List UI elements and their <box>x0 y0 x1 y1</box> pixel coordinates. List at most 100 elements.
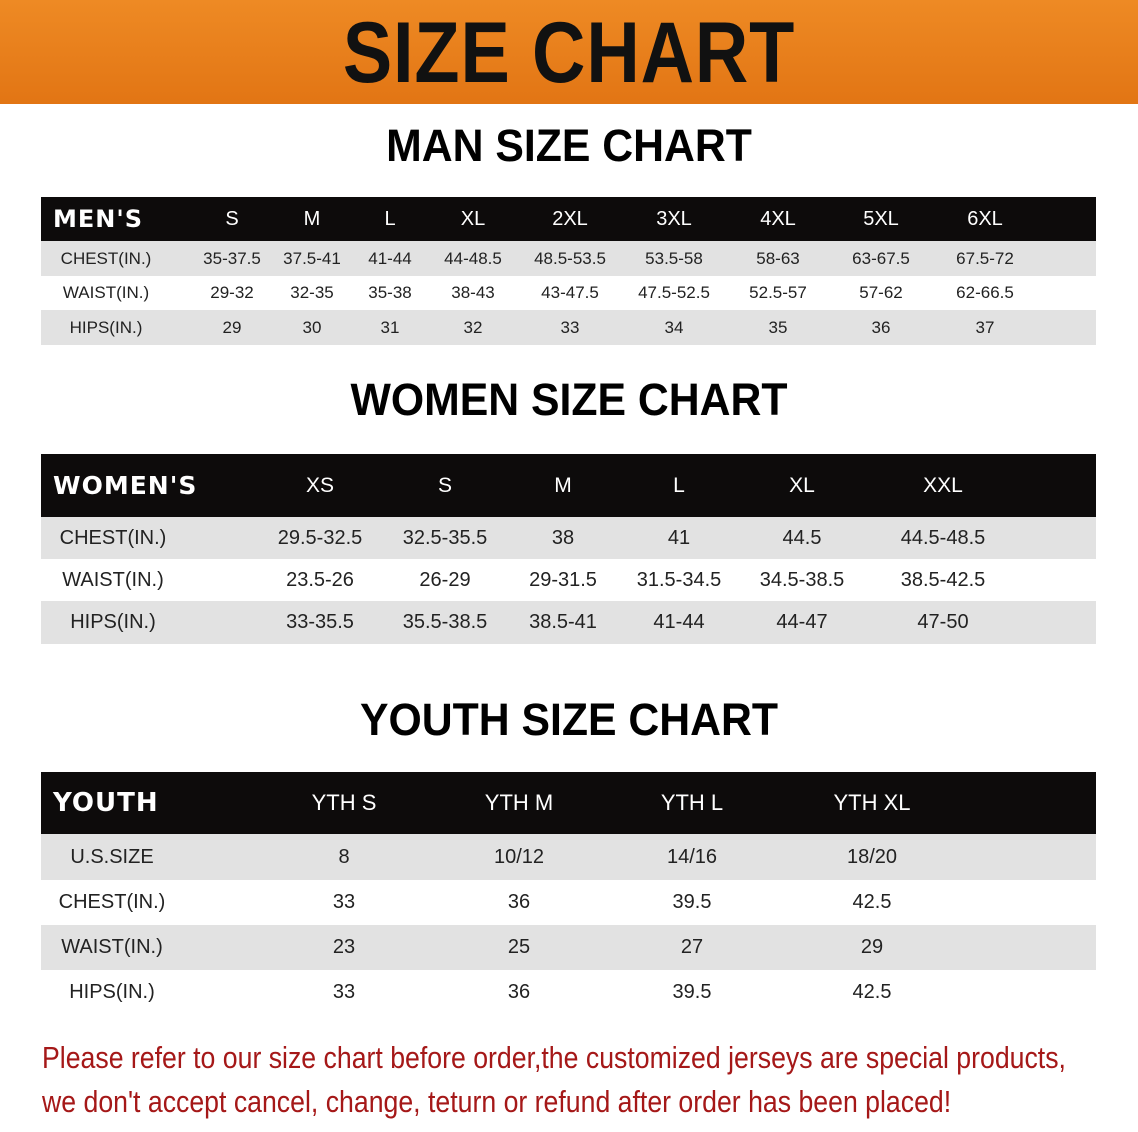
value-cell: 67.5-72 <box>956 248 1014 268</box>
measure-label-cell: CHEST(IN.) <box>58 891 166 913</box>
value-cell: 58-63 <box>756 248 800 268</box>
women-size-table: WOMEN'S XS S M L XL XXL CHEST(IN.) 29.5-32.5 32.5… <box>41 454 1096 644</box>
youth-size-table: YOUTH YTH S YTH M YTH L YTH XL U.S.SIZE 8 10/12… <box>41 772 1096 1015</box>
size-header-cell: YTH S <box>311 790 377 815</box>
size-header-cell: 4XL <box>760 207 796 230</box>
value-cell: 29-31.5 <box>529 568 597 591</box>
measure-label-cell: WAIST(IN.) <box>61 936 163 958</box>
table-row: CHEST(IN.) 33 36 39.5 42.5 <box>41 880 1096 925</box>
value-cell: 34 <box>664 317 684 337</box>
table-row: CHEST(IN.) 29.5-32.5 32.5-35.5 38 41 44.5 44.5… <box>41 517 1096 559</box>
size-header-cell: YTH L <box>660 790 724 815</box>
value-cell: 38-43 <box>451 283 495 302</box>
value-cell: 35.5-38.5 <box>402 611 488 633</box>
size-header-cell: YTH M <box>484 790 554 815</box>
value-cell: 23.5-26 <box>286 568 354 591</box>
measure-label-cell: HIPS(IN.) <box>70 611 156 633</box>
measure-label-cell: HIPS(IN.) <box>69 981 155 1003</box>
youth-header-row: YOUTH YTH S YTH M YTH L YTH XL <box>41 772 1096 834</box>
table-title-cell: MEN'S <box>53 205 143 233</box>
value-cell: 35-37.5 <box>203 248 261 268</box>
value-cell: 31.5-34.5 <box>636 568 722 591</box>
size-header-cell: M <box>303 207 321 230</box>
value-cell: 41-44 <box>368 248 412 268</box>
value-cell: 36 <box>507 891 531 913</box>
table-row: HIPS(IN.) 33-35.5 35.5-38.5 38.5-41 41-44 44-… <box>41 601 1096 644</box>
women-section-title: WOMEN SIZE CHART <box>350 374 788 425</box>
size-header-cell: 2XL <box>552 207 588 230</box>
order-notice: Please refer to our size chart before or… <box>42 1036 1066 1124</box>
measure-label-cell: HIPS(IN.) <box>69 317 143 337</box>
table-row: WAIST(IN.) 23.5-26 26-29 29-31.5 31.5-34.5 34… <box>41 559 1096 601</box>
table-row: CHEST(IN.) 35-37.5 37.5-41 41-44 44-48.5 48.5… <box>41 241 1096 276</box>
men-section-title: MAN SIZE CHART <box>386 120 752 171</box>
men-size-table: MEN'S S M L XL 2XL 3XL 4XL 5XL 6XL CHEST(IN.) 35-37… <box>41 197 1096 345</box>
value-cell: 18/20 <box>846 845 898 868</box>
value-cell: 57-62 <box>859 283 903 302</box>
value-cell: 35-38 <box>368 283 412 302</box>
table-row: HIPS(IN.) 33 36 39.5 42.5 <box>41 970 1096 1015</box>
size-header-cell: XL <box>460 207 486 230</box>
measure-label-cell: CHEST(IN.) <box>60 248 152 268</box>
table-row: HIPS(IN.) 29 30 31 32 33 34 35 36 37 <box>41 310 1096 345</box>
size-header-cell: 5XL <box>863 207 899 230</box>
value-cell: 63-67.5 <box>852 248 910 268</box>
table-row: WAIST(IN.) 23 25 27 29 <box>41 925 1096 970</box>
value-cell: 39.5 <box>672 891 712 913</box>
value-cell: 42.5 <box>852 981 892 1003</box>
value-cell: 8 <box>338 845 350 868</box>
value-cell: 39.5 <box>672 981 712 1003</box>
value-cell: 48.5-53.5 <box>534 248 606 268</box>
women-header-row: WOMEN'S XS S M L XL XXL <box>41 454 1096 517</box>
size-header-cell: XXL <box>923 473 963 497</box>
value-cell: 31 <box>380 317 400 337</box>
size-header-cell: L <box>384 207 396 230</box>
value-cell: 38.5-42.5 <box>900 568 986 591</box>
size-header-cell: XL <box>789 473 815 497</box>
value-cell: 32.5-35.5 <box>402 526 488 549</box>
size-header-cell: XS <box>305 473 335 497</box>
men-header-row: MEN'S S M L XL 2XL 3XL 4XL 5XL 6XL <box>41 197 1096 241</box>
value-cell: 32 <box>463 317 483 337</box>
value-cell: 29-32 <box>210 283 254 302</box>
value-cell: 29.5-32.5 <box>277 526 363 549</box>
value-cell: 62-66.5 <box>956 283 1014 302</box>
value-cell: 44-47 <box>776 611 828 633</box>
value-cell: 53.5-58 <box>645 248 703 268</box>
value-cell: 33 <box>332 891 356 913</box>
value-cell: 25 <box>507 936 531 958</box>
value-cell: 38 <box>551 526 575 549</box>
value-cell: 32-35 <box>290 283 334 302</box>
value-cell: 14/16 <box>666 845 718 868</box>
value-cell: 44.5-48.5 <box>900 526 986 549</box>
youth-section-title: YOUTH SIZE CHART <box>359 694 778 745</box>
measure-label-cell: U.S.SIZE <box>70 845 154 868</box>
value-cell: 35 <box>768 317 788 337</box>
value-cell: 23 <box>332 936 356 958</box>
value-cell: 33 <box>560 317 580 337</box>
size-header-cell: S <box>437 473 453 497</box>
value-cell: 33-35.5 <box>286 611 354 633</box>
value-cell: 47-50 <box>917 611 969 633</box>
value-cell: 33 <box>332 981 356 1003</box>
value-cell: 44-48.5 <box>444 248 502 268</box>
measure-label-cell: WAIST(IN.) <box>62 283 150 302</box>
table-title-cell: WOMEN'S <box>53 471 198 500</box>
order-notice-line-2: we don't accept cancel, change, teturn o… <box>42 1084 952 1119</box>
value-cell: 30 <box>302 317 322 337</box>
value-cell: 34.5-38.5 <box>759 568 845 591</box>
value-cell: 36 <box>507 981 531 1003</box>
value-cell: 41-44 <box>653 611 705 633</box>
table-title-cell: YOUTH <box>53 788 159 818</box>
value-cell: 10/12 <box>493 845 545 868</box>
value-cell: 44.5 <box>782 526 822 549</box>
value-cell: 41 <box>667 526 691 549</box>
size-header-cell: S <box>225 207 239 230</box>
value-cell: 29 <box>222 317 242 337</box>
table-row: WAIST(IN.) 29-32 32-35 35-38 38-43 43-47.5 47.… <box>41 276 1096 310</box>
size-chart-banner: SIZE CHART <box>0 0 1138 104</box>
order-notice-line-1: Please refer to our size chart before or… <box>42 1040 1066 1075</box>
value-cell: 36 <box>871 317 891 337</box>
value-cell: 43-47.5 <box>541 283 599 302</box>
value-cell: 37 <box>975 317 995 337</box>
